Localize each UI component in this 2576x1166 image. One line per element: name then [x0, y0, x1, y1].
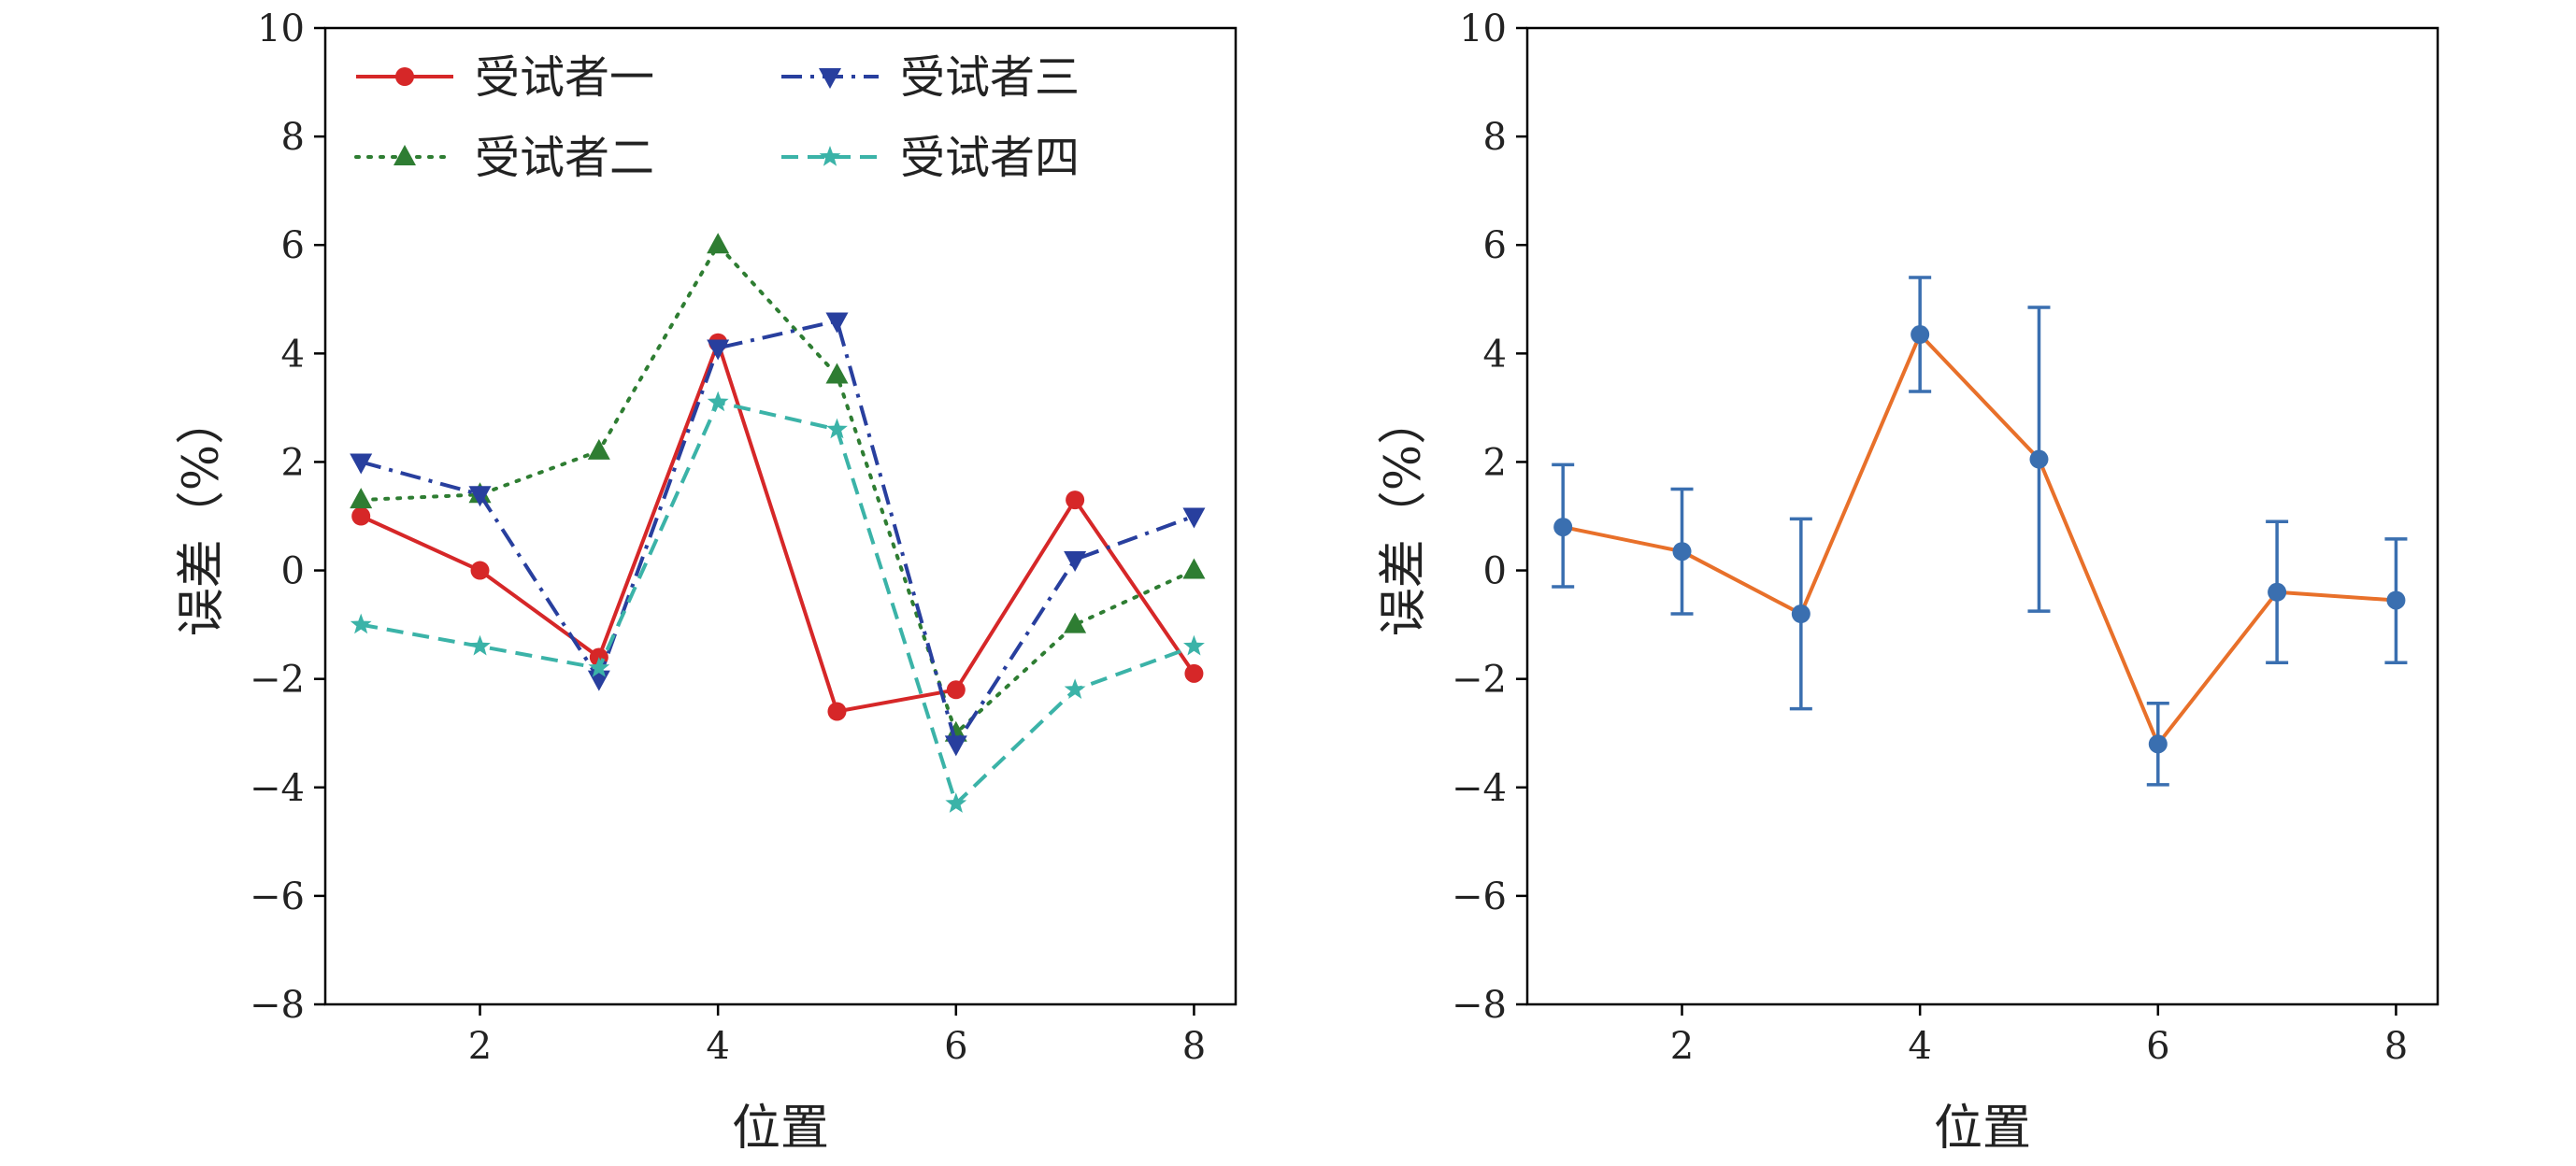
plot-frame: [323, 26, 1238, 1006]
legend-item: 受试者二: [354, 132, 654, 184]
legend-label: 受试者二: [475, 132, 654, 184]
x-tick-label: 8: [2384, 1025, 2408, 1068]
legend-item: 受试者三: [781, 51, 1080, 104]
y-tick-label: 4: [1483, 333, 1507, 376]
data-point: [827, 702, 847, 721]
x-tick-label: 4: [1908, 1025, 1931, 1068]
x-axis-label: 位置: [1934, 1101, 2031, 1157]
data-point: [707, 391, 729, 412]
y-tick-label: −4: [1452, 767, 1507, 810]
mean-line: [1562, 333, 2397, 747]
data-point: [825, 363, 849, 384]
data-point: [587, 670, 610, 691]
data-point: [2148, 734, 2168, 754]
y-tick-label: −8: [250, 984, 305, 1027]
plot-frame: [1525, 26, 2440, 1006]
data-point: [944, 735, 967, 757]
data-point: [1064, 550, 1087, 572]
y-tick-label: −6: [250, 875, 305, 918]
y-tick-label: 6: [281, 224, 305, 267]
y-tick-label: 0: [1483, 550, 1507, 593]
legend-label: 受试者一: [475, 51, 654, 104]
y-tick-label: 8: [1483, 116, 1507, 159]
y-tick-label: 10: [1459, 7, 1507, 50]
data-point: [1064, 612, 1087, 633]
series-4: [350, 391, 1205, 813]
y-tick-label: −2: [250, 659, 305, 702]
y-tick-label: −4: [250, 767, 305, 810]
data-point: [1791, 604, 1810, 623]
x-tick-label: 6: [944, 1025, 967, 1068]
data-point: [350, 453, 373, 475]
y-tick-label: −6: [1452, 875, 1507, 918]
legend-marker: [395, 67, 414, 86]
data-point: [825, 312, 849, 334]
data-point: [468, 486, 492, 507]
legend-label: 受试者四: [900, 132, 1080, 184]
data-point: [946, 680, 966, 700]
series-1: [351, 333, 1204, 721]
x-tick-label: 4: [706, 1025, 729, 1068]
data-point: [1182, 558, 1206, 579]
data-point: [1182, 507, 1206, 529]
data-point: [1183, 634, 1205, 656]
data-point: [1553, 518, 1573, 537]
y-tick-label: −2: [1452, 659, 1507, 702]
x-tick-label: 8: [1182, 1025, 1206, 1068]
y-axis-label: 误差（%）: [1376, 396, 1432, 636]
y-tick-label: 4: [281, 333, 305, 376]
data-point: [707, 339, 730, 361]
y-tick-label: 8: [281, 116, 305, 159]
data-point: [1184, 663, 1204, 683]
data-point: [350, 613, 372, 634]
legend-label: 受试者三: [900, 51, 1080, 104]
data-point: [469, 634, 491, 656]
data-point: [350, 488, 373, 509]
data-point: [588, 657, 610, 677]
legend-marker: [819, 68, 841, 89]
data-point: [1064, 678, 1086, 699]
data-point: [826, 418, 848, 439]
data-point: [707, 233, 730, 254]
legend-marker: [394, 145, 416, 165]
data-point: [2029, 449, 2049, 469]
data-point: [470, 561, 490, 580]
x-tick-label: 2: [468, 1025, 492, 1068]
series-line: [359, 243, 1196, 735]
data-point: [945, 792, 967, 813]
y-tick-label: −8: [1452, 984, 1507, 1027]
data-point: [1066, 491, 1085, 510]
series-line: [360, 319, 1195, 747]
y-tick-label: 0: [281, 550, 305, 593]
y-axis-label: 误差（%）: [174, 396, 230, 636]
y-tick-label: 10: [257, 7, 305, 50]
data-point: [2268, 582, 2287, 602]
series-line: [360, 400, 1195, 806]
series-line: [360, 340, 1196, 714]
data-point: [1672, 542, 1692, 562]
legend-marker: [819, 146, 841, 166]
data-point: [351, 506, 371, 526]
x-tick-label: 2: [1670, 1025, 1694, 1068]
data-point: [1911, 325, 1930, 345]
data-point: [587, 438, 610, 460]
data-point: [2386, 590, 2406, 610]
x-tick-label: 6: [2146, 1025, 2169, 1068]
right-chart-mean-error: −8 −6 −4 −2 0 2 4 6 8 10 2 4 6 8 位置 误差（%）: [1376, 7, 2440, 1157]
y-tick-label: 2: [281, 441, 305, 484]
y-tick-label: 6: [1483, 224, 1507, 267]
legend-item: 受试者四: [781, 132, 1080, 184]
y-tick-label: 2: [1483, 441, 1507, 484]
error-bars: [1552, 276, 2408, 787]
legend-item: 受试者一: [356, 51, 654, 104]
x-axis-label: 位置: [732, 1101, 829, 1157]
